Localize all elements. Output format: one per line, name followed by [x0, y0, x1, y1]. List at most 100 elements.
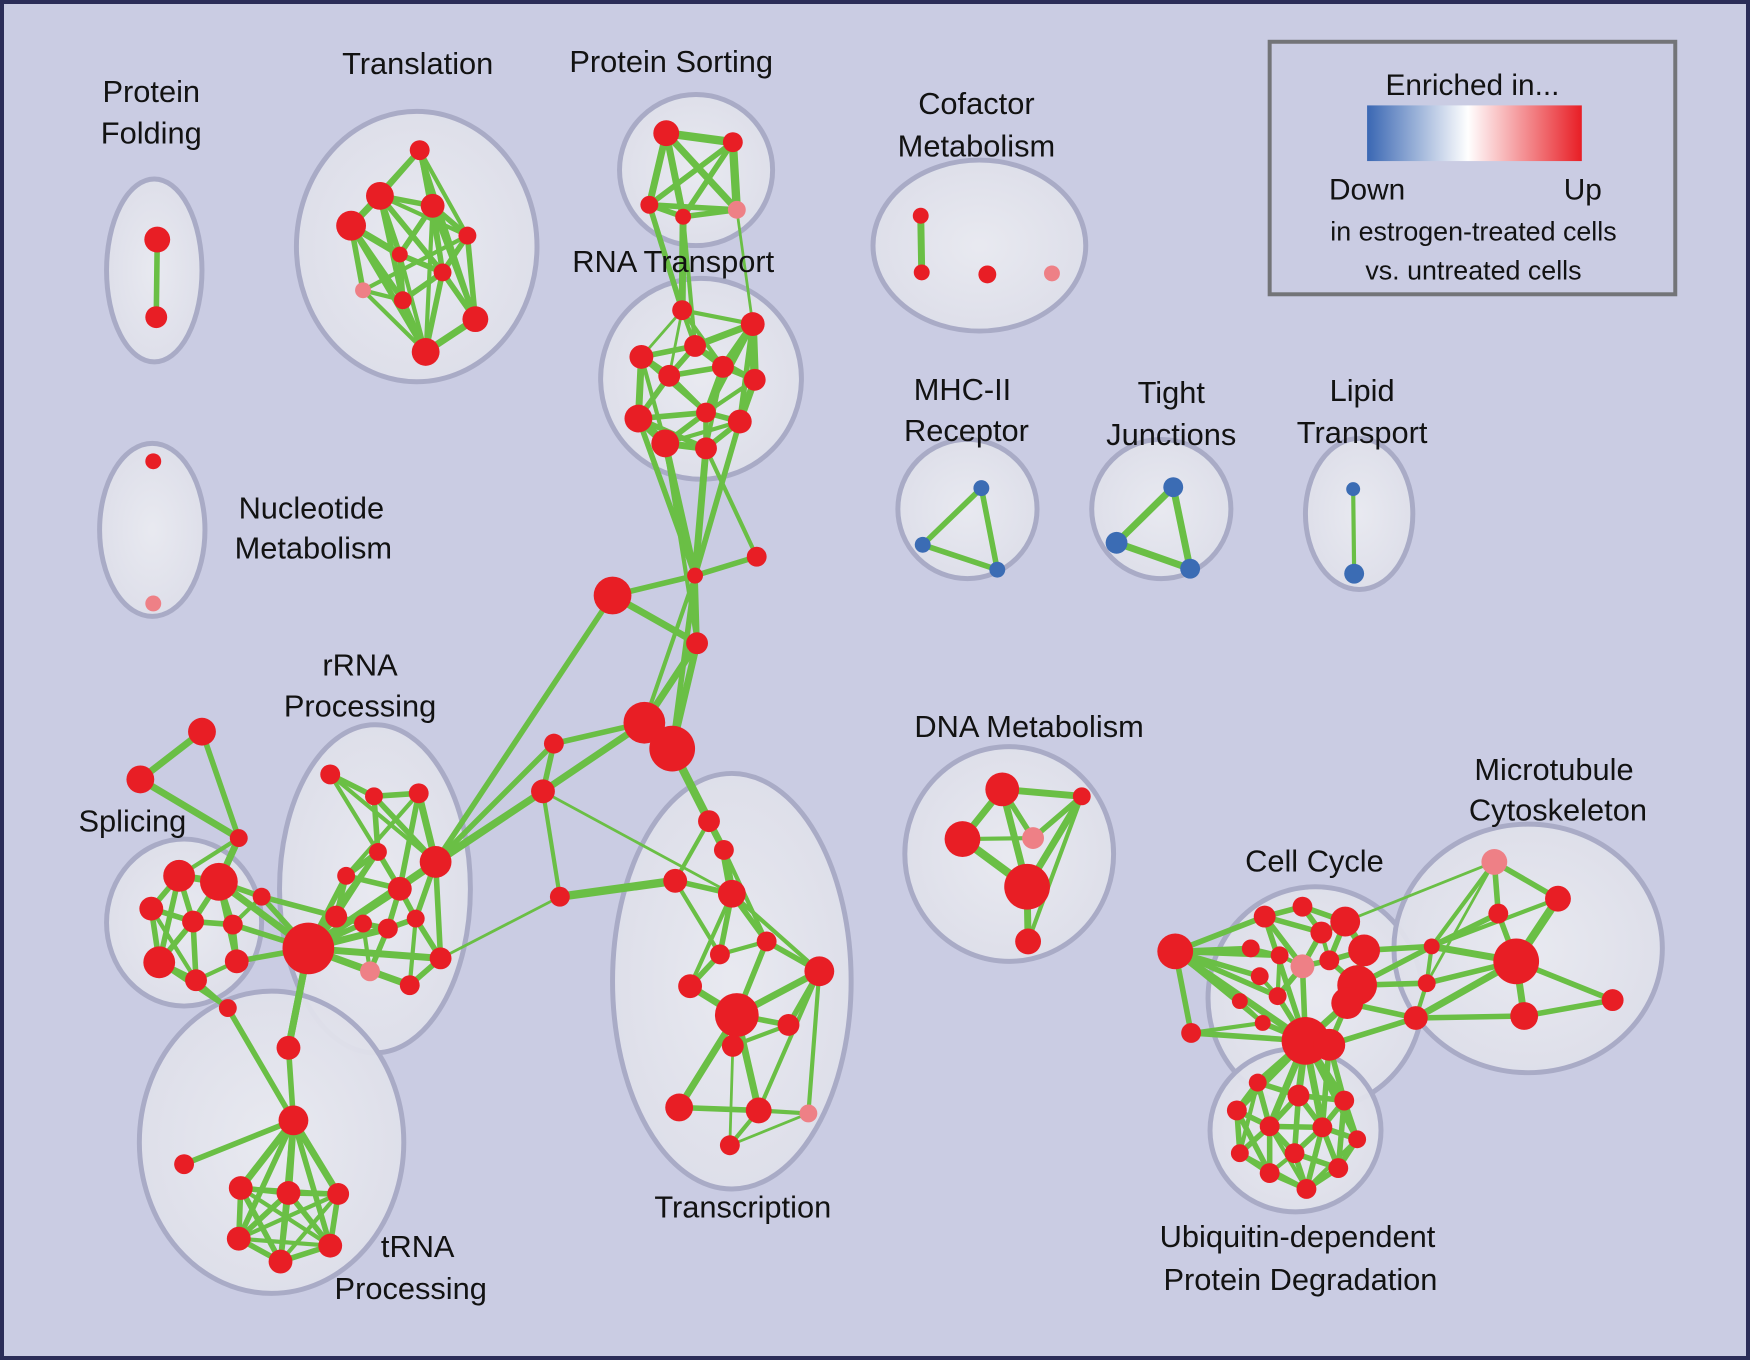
edge [1425, 860, 1496, 985]
gene-set-node-up [649, 725, 696, 772]
gene-set-node-up [1284, 1143, 1305, 1164]
gene-set-node-up [1230, 1144, 1249, 1163]
gene-set-node-down [1344, 563, 1365, 584]
edge [225, 1005, 297, 1124]
gene-set-node-up [714, 993, 759, 1037]
edge [1428, 910, 1502, 950]
gene-set-node-up [1287, 1084, 1310, 1107]
gene-set-node-up [1313, 1028, 1346, 1061]
gene-set-node-up [913, 264, 930, 281]
gene-set-node-up [756, 931, 777, 952]
gene-set-node-up [229, 829, 248, 848]
cluster-label-cell-cycle: Cell Cycle [1245, 843, 1384, 878]
gene-set-node-slightly-up [145, 595, 162, 612]
cluster-label-translation: Translation [342, 46, 493, 81]
edge [136, 775, 243, 842]
cluster-label-microtubule-cytoskeleton: Microtubule [1474, 752, 1633, 787]
edge [540, 789, 562, 899]
edge [1343, 860, 1496, 923]
edge [917, 212, 926, 276]
edge [199, 728, 242, 841]
gene-set-node-up [1241, 939, 1260, 958]
gene-set-node-up [182, 910, 204, 933]
gene-set-node-up [325, 905, 348, 928]
gene-set-node-up [1226, 1100, 1247, 1121]
edge [432, 592, 616, 865]
gene-set-node-up [278, 1105, 309, 1136]
gene-set-node-up [1328, 1158, 1349, 1179]
gene-set-node-up [658, 364, 681, 387]
gene-set-node-up [368, 843, 387, 861]
cluster-label-splicing: Splicing [78, 804, 186, 839]
edge [728, 1044, 735, 1147]
gene-set-node-up [1004, 863, 1050, 910]
gene-set-node-up [337, 866, 356, 885]
edge [728, 138, 741, 214]
gene-set-node-up [696, 402, 716, 423]
gene-set-node-up [185, 969, 207, 992]
gene-set-node-up [1403, 1006, 1428, 1030]
legend: Enriched in... Down Up in estrogen-treated … [1267, 39, 1678, 297]
gene-set-node-up [276, 1035, 301, 1060]
gene-set-node-up [675, 208, 692, 225]
gene-set-node-up [1270, 946, 1289, 965]
edge [328, 772, 381, 855]
gene-set-node-up [377, 918, 398, 939]
edge [348, 222, 429, 355]
cluster-ellipse-dna-metabolism [902, 744, 1117, 964]
gene-set-node-up [777, 1014, 800, 1036]
gene-set-node-up [1510, 1002, 1539, 1030]
gene-set-node-up [327, 1183, 350, 1205]
cluster-label-lipid-transport: Lipid [1330, 373, 1395, 408]
edge [680, 139, 736, 220]
gene-set-node-up [684, 335, 706, 357]
gene-set-node-up [1417, 974, 1436, 993]
gene-set-node-up [1545, 885, 1571, 912]
gene-set-node-slightly-up [727, 200, 746, 219]
gene-set-node-up [629, 344, 654, 369]
gene-set-node-up [713, 840, 734, 860]
gene-set-node-down [1346, 482, 1361, 497]
edge [1169, 483, 1194, 573]
gene-set-node-up [1330, 906, 1361, 937]
gene-set-node-up [411, 338, 440, 366]
cluster-label-protein-folding: Protein [102, 74, 200, 109]
gene-set-node-up [1181, 1022, 1202, 1043]
gene-set-node-up [709, 944, 730, 965]
gene-set-node-up [433, 263, 452, 282]
gene-set-node-up [1312, 1117, 1333, 1138]
gene-set-node-up [199, 862, 238, 901]
network-nodes [126, 120, 1624, 1274]
cluster-label-dna-metabolism: DNA Metabolism [914, 709, 1143, 744]
gene-set-node-up [391, 246, 408, 263]
cluster-label-tight-junctions: Tight [1138, 375, 1206, 410]
gene-set-node-up [419, 846, 452, 878]
gene-set-node-up [978, 265, 997, 284]
edge [334, 849, 381, 919]
gene-set-node-up [1268, 987, 1287, 1006]
gene-set-node-up [145, 306, 168, 329]
cluster-label-microtubule-cytoskeleton: Cytoskeleton [1469, 793, 1647, 828]
gene-set-node-up [985, 772, 1020, 807]
gene-set-node-up [1015, 928, 1042, 955]
gene-set-node-up [663, 868, 688, 893]
gene-set-node-up [252, 887, 271, 906]
edge [153, 236, 161, 320]
gene-set-node-up [719, 1135, 740, 1156]
gene-set-node-down [989, 561, 1006, 578]
gene-set-node-down [1163, 477, 1184, 498]
edge [407, 916, 418, 988]
gene-set-node-up [365, 787, 383, 806]
gene-set-node-down [914, 536, 931, 553]
gene-set-node-up [282, 922, 335, 975]
edge [290, 1117, 334, 1249]
gene-set-node-up [462, 306, 489, 333]
edge [692, 418, 743, 579]
gene-set-node-up [1231, 993, 1248, 1010]
gene-set-node-up [222, 914, 243, 935]
gene-set-node-up [1254, 1015, 1271, 1031]
gene-set-node-up [711, 355, 734, 378]
gene-set-node-up [144, 226, 171, 253]
gene-set-node-up [139, 896, 164, 921]
